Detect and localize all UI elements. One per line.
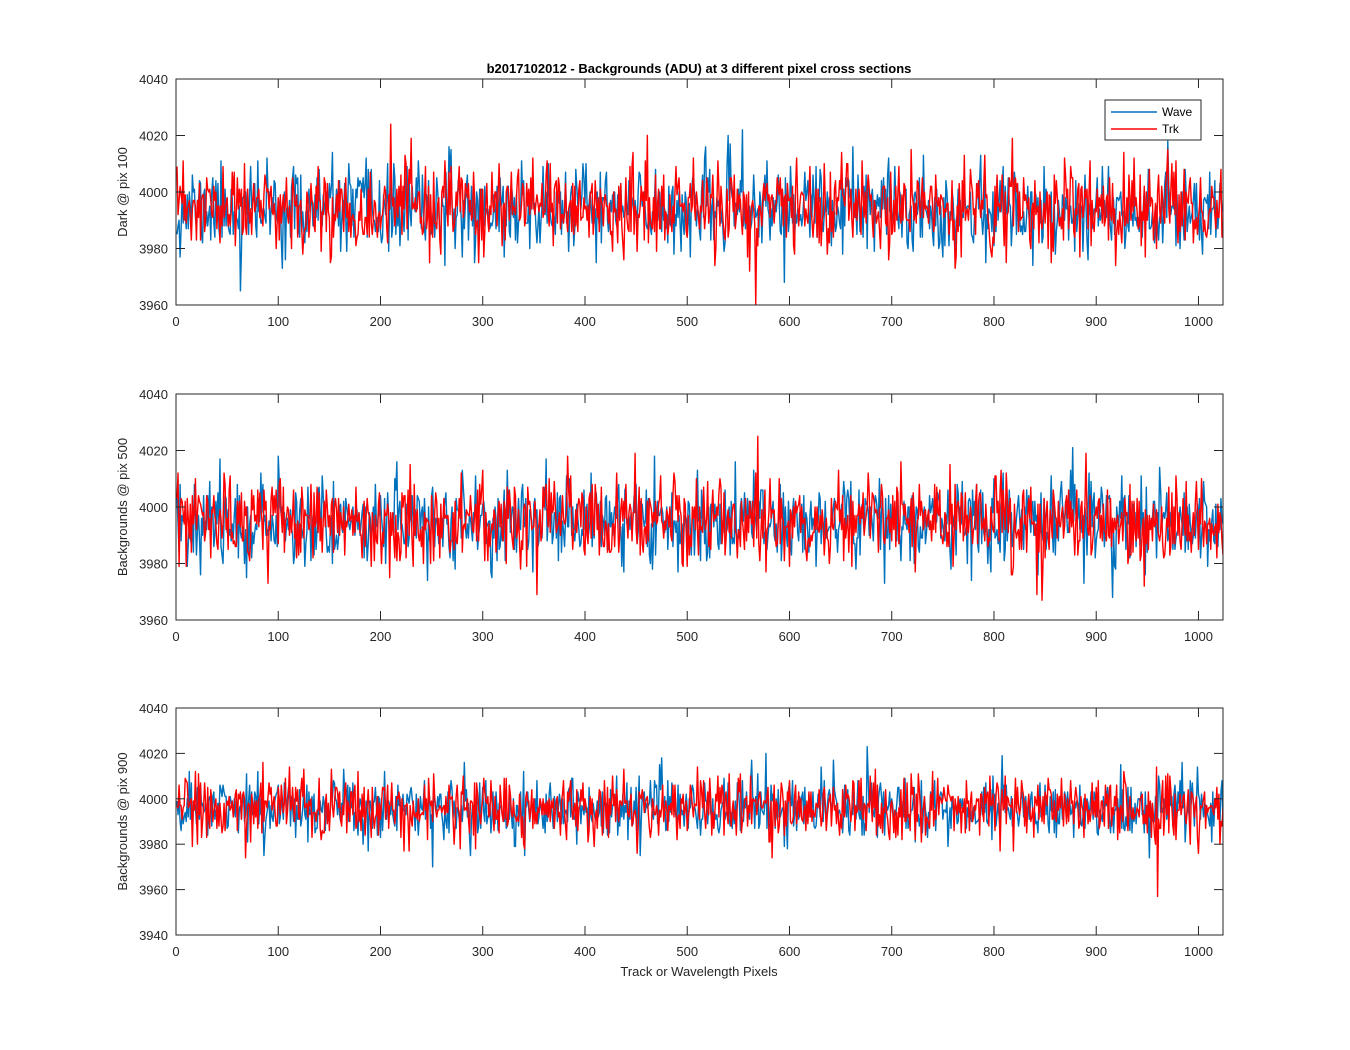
legend-label-trk: Trk [1162,122,1180,136]
series-line-trk [176,123,1223,305]
legend-label-wave: Wave [1162,105,1193,119]
y-tick-label: 3940 [139,928,168,943]
x-tick-label: 700 [881,629,903,644]
x-tick-label: 800 [983,314,1005,329]
x-tick-label: 700 [881,944,903,959]
y-tick-label: 4000 [139,185,168,200]
x-tick-label: 0 [172,944,179,959]
subplot-3: 0 100 200 300 400 500 600 700 800 900 1000 3940 3960… [115,701,1224,959]
y-axis-label: Backgrounds @ pix 500 [115,438,130,576]
y-tick-label: 4040 [139,701,168,716]
x-tick-label: 100 [267,314,289,329]
x-tick-label: 600 [779,629,801,644]
x-tick-label: 0 [172,314,179,329]
x-tick-label: 1000 [1184,944,1213,959]
x-tick-label: 300 [472,629,494,644]
x-tick-label: 900 [1085,314,1107,329]
x-tick-label: 300 [472,944,494,959]
x-axis-label: Track or Wavelength Pixels [620,964,778,979]
series-group [176,435,1223,601]
subplot-group: 0 100 200 300 400 500 600 700 800 900 100039603980… [115,72,1224,959]
x-tick-label: 500 [676,629,698,644]
y-tick-label: 3960 [139,613,168,628]
x-tick-label: 400 [574,629,596,644]
y-tick-label: 4040 [139,72,168,87]
figure-title: b2017102012 - Backgrounds (ADU) at 3 dif… [487,61,912,76]
x-tick-label: 500 [676,314,698,329]
x-tick-label: 1000 [1184,314,1213,329]
x-tick-label: 1000 [1184,629,1213,644]
x-tick-label: 600 [779,944,801,959]
axes-box [175,707,1224,936]
y-tick-label: 4020 [139,746,168,761]
y-tick-label: 3960 [139,298,168,313]
x-tick-label: 200 [370,314,392,329]
series-group [176,123,1223,305]
x-tick-label: 400 [574,314,596,329]
y-tick-label: 4000 [139,792,168,807]
series-line-trk [176,435,1223,601]
x-tick-label: 100 [267,944,289,959]
x-tick-label: 700 [881,314,903,329]
x-tick-label: 400 [574,944,596,959]
x-tick-label: 900 [1085,944,1107,959]
y-tick-label: 3980 [139,242,168,257]
x-tick-label: 200 [370,629,392,644]
y-tick-label: 4000 [139,500,168,515]
y-tick-label: 3980 [139,837,168,852]
x-tick-label: 100 [267,629,289,644]
y-tick-label: 4040 [139,387,168,402]
x-tick-label: 300 [472,314,494,329]
y-axis-label: Dark @ pix 100 [115,147,130,237]
legend-box [1104,99,1202,141]
x-tick-label: 200 [370,944,392,959]
y-tick-label: 3980 [139,557,168,572]
x-tick-label: 900 [1085,629,1107,644]
x-tick-label: 500 [676,944,698,959]
y-tick-label: 3960 [139,883,168,898]
y-tick-label: 4020 [139,444,168,459]
subplot-1: 0 100 200 300 400 500 600 700 800 900 1000 3960 3980… [115,72,1224,329]
y-axis-label: Backgrounds @ pix 900 [115,752,130,890]
subplot-2: 0 100 200 300 400 500 600 700 800 900 1000 3960 3980… [115,387,1224,644]
series-line-trk [176,761,1223,898]
x-tick-label: 800 [983,629,1005,644]
y-tick-label: 4020 [139,129,168,144]
x-tick-label: 800 [983,944,1005,959]
series-line-wave [176,745,1223,868]
legend: Wave Trk [1104,99,1202,141]
series-group [176,745,1223,898]
x-tick-label: 600 [779,314,801,329]
x-tick-label: 0 [172,629,179,644]
